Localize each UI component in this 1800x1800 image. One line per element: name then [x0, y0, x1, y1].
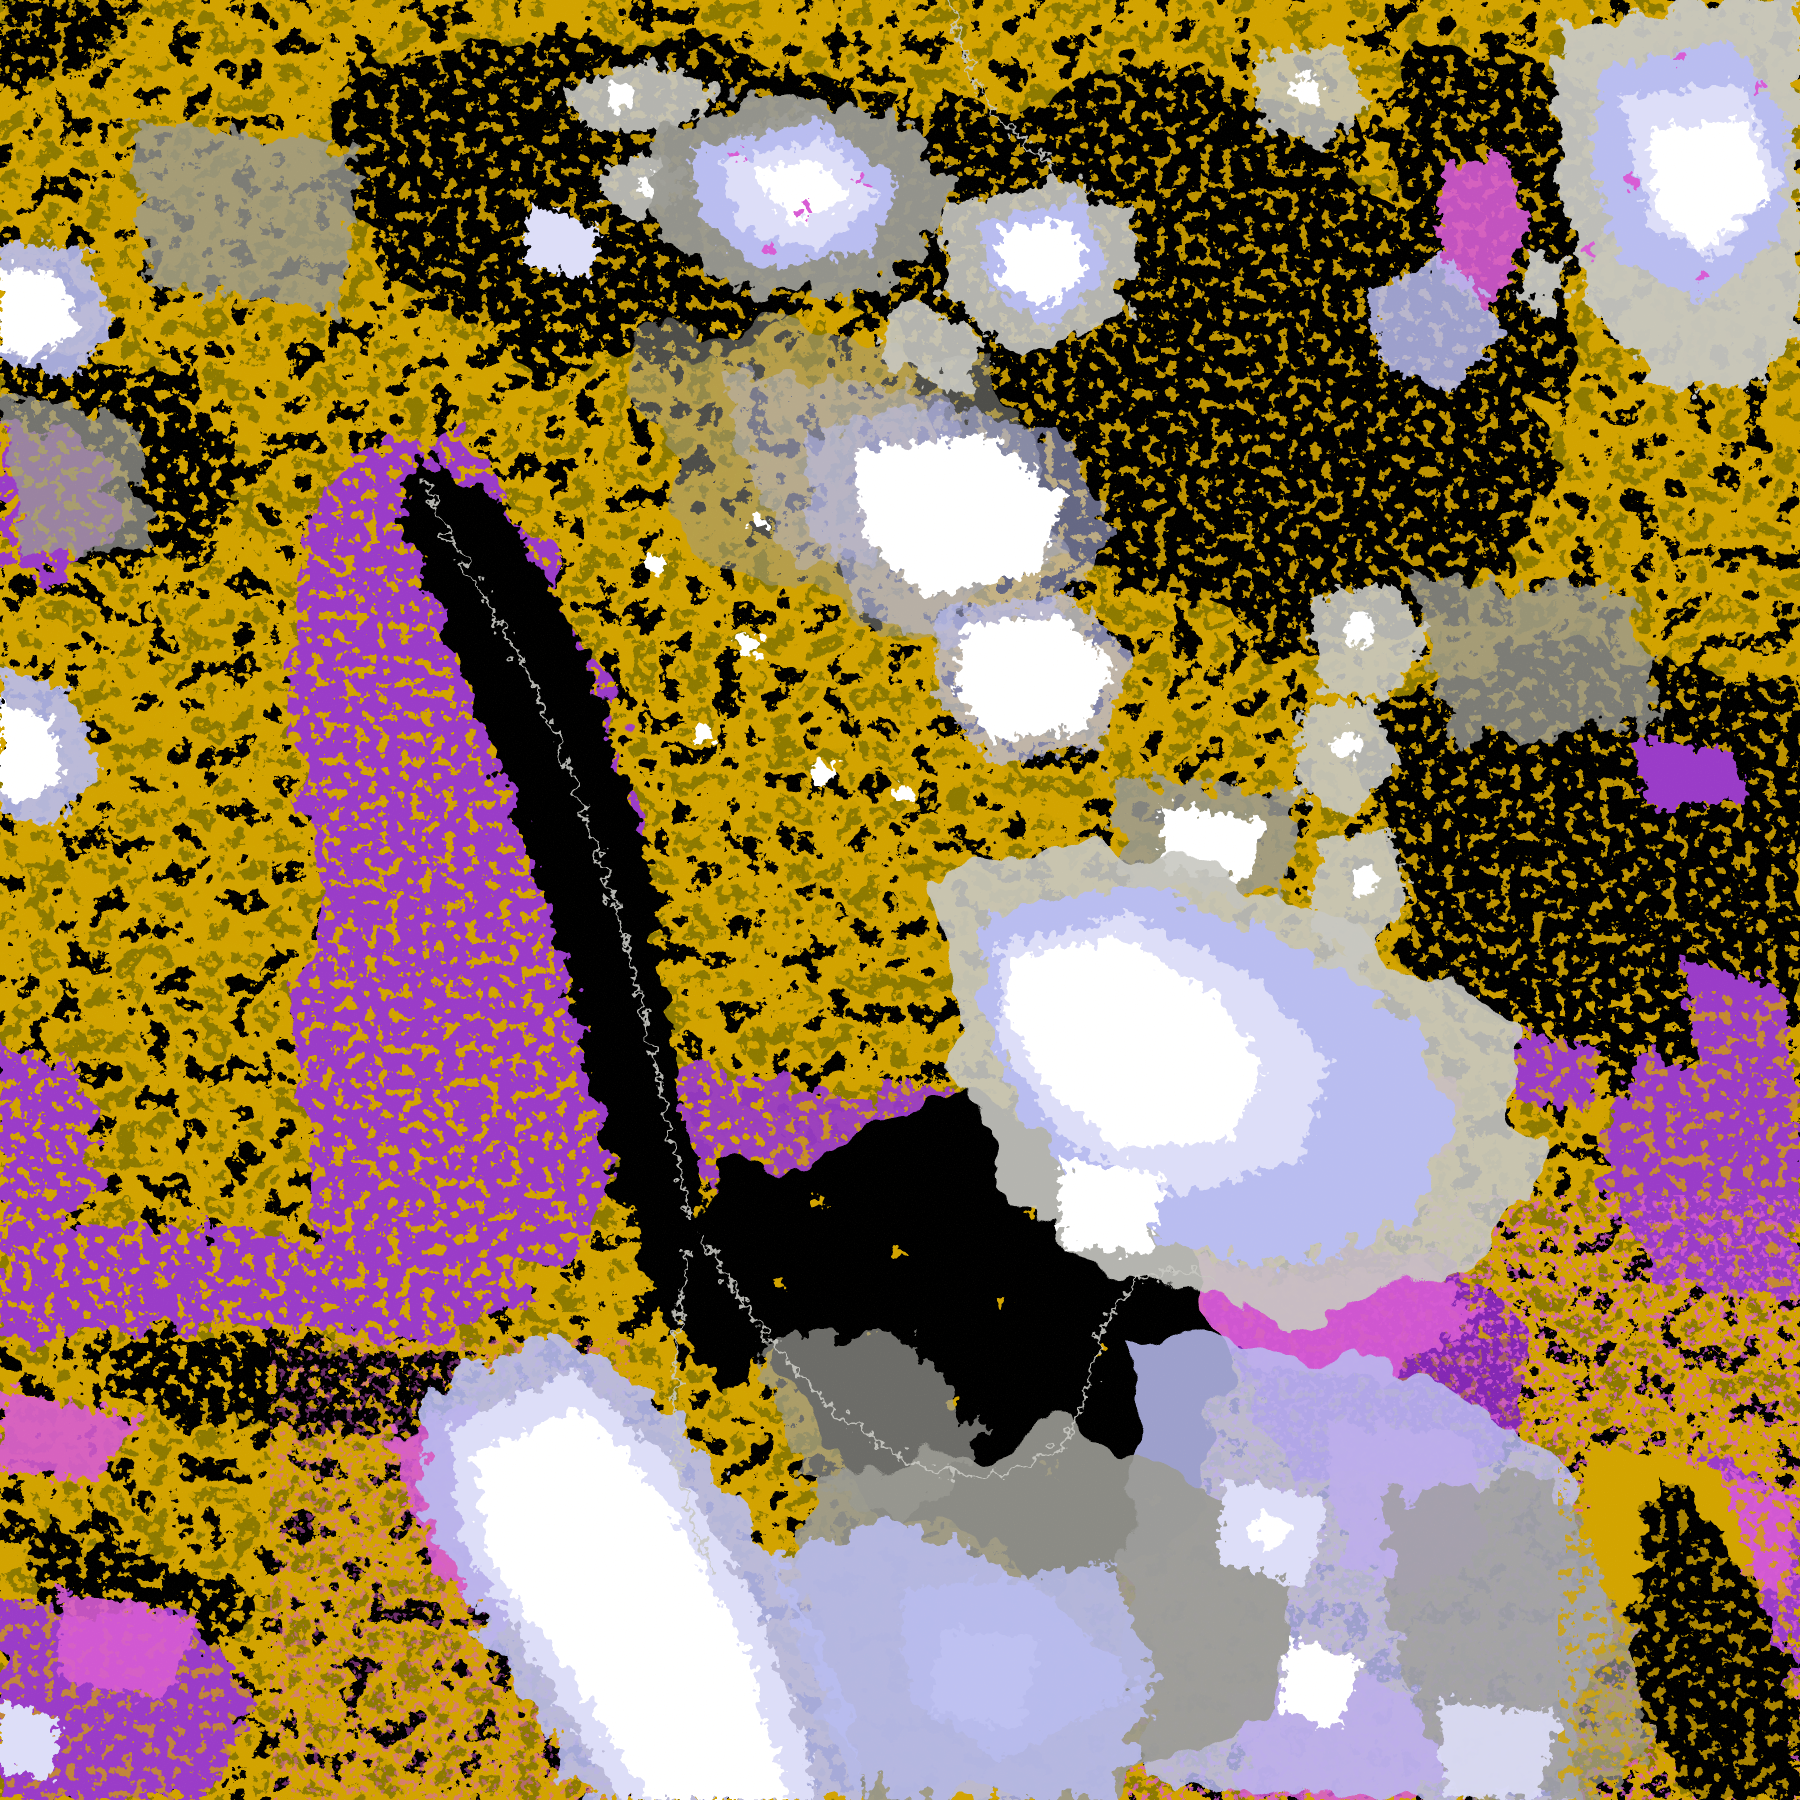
satellite-image	[0, 0, 1800, 1800]
satellite-image-frame	[0, 0, 1800, 1800]
dither-grain-overlay	[0, 0, 1800, 1800]
